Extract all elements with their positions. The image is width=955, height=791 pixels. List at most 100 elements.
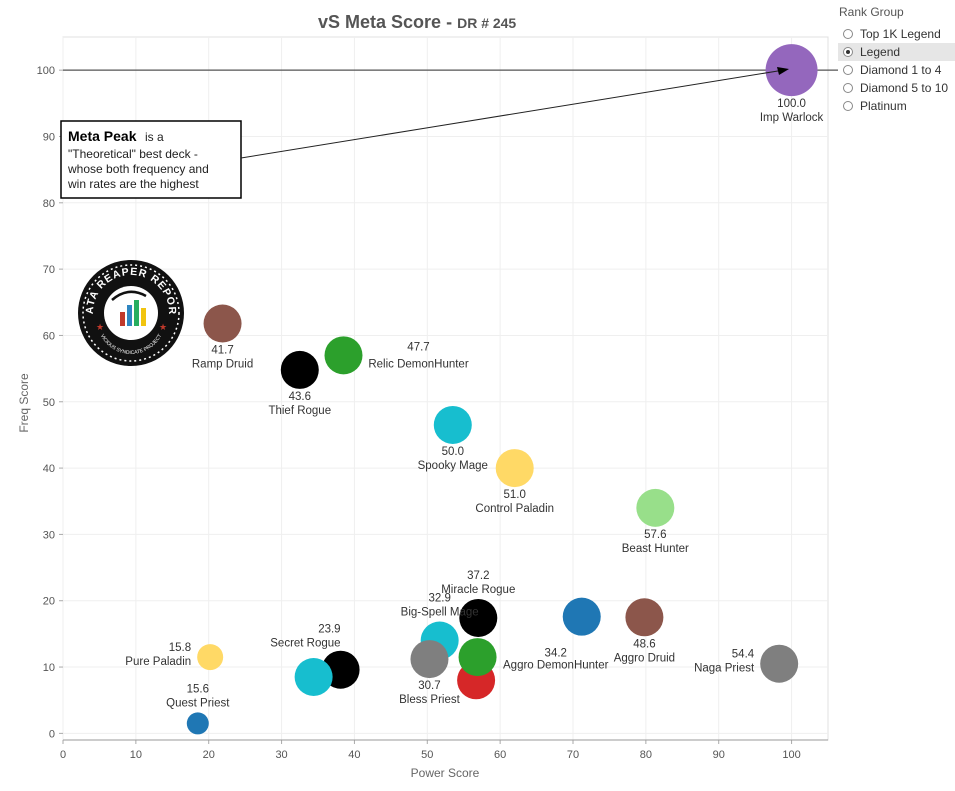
y-tick-label: 10	[43, 662, 55, 674]
point-name-label: Thief Rogue	[268, 405, 331, 417]
title-separator: -	[446, 12, 457, 32]
radio-icon	[843, 83, 853, 93]
annotation-box: Meta Peak is a "Theoretical" best deck -…	[60, 120, 242, 199]
point-name-label: Control Paladin	[475, 503, 554, 515]
y-tick-label: 100	[37, 65, 55, 77]
point-name-label: Bless Priest	[399, 694, 461, 706]
x-tick-label: 60	[494, 749, 506, 761]
legend-option-label: Diamond 5 to 10	[860, 81, 949, 95]
point-spooky-mage	[433, 405, 472, 444]
point-control-paladin	[495, 449, 534, 488]
y-tick-label: 80	[43, 198, 55, 210]
data-points	[186, 44, 818, 735]
point-thief-rogue	[280, 350, 319, 389]
point-value-label: 37.2	[467, 570, 489, 582]
point-imp-warlock	[765, 44, 818, 97]
point-bless-priest	[410, 640, 449, 679]
y-tick-label: 50	[43, 397, 55, 409]
x-axis-label: Power Score	[411, 766, 480, 780]
point-name-label: Relic DemonHunter	[368, 358, 469, 370]
point-beast-hunter	[636, 488, 675, 527]
point-name-label: Aggro Druid	[614, 652, 675, 664]
point-value-label: 47.7	[407, 341, 429, 353]
annotation-line-1: is a	[145, 130, 164, 144]
legend-option-diamond-5-to-10[interactable]: Diamond 5 to 10	[838, 79, 955, 97]
y-tick-label: 30	[43, 529, 55, 541]
radio-icon	[843, 65, 853, 75]
point-value-label: 34.2	[545, 648, 567, 660]
y-tick-label: 40	[43, 463, 55, 475]
point-value-label: 50.0	[442, 446, 464, 458]
svg-text:Meta Peak is a: Meta Peak is a	[68, 128, 164, 145]
point-name-label: Beast Hunter	[622, 543, 689, 555]
radio-selected-icon	[843, 47, 853, 57]
radio-icon	[843, 29, 853, 39]
legend-option-top-1k-legend[interactable]: Top 1K Legend	[838, 25, 955, 43]
point-name-label: Miracle Rogue	[441, 584, 515, 596]
title-text: vS Meta Score	[318, 12, 441, 32]
y-tick-label: 20	[43, 596, 55, 608]
legend-option-platinum[interactable]: Platinum	[838, 97, 955, 115]
point-relic-demonhunter	[324, 336, 363, 375]
point-name-label: Secret Rogue	[270, 638, 340, 650]
point-secret-rogue-cyan	[294, 657, 333, 696]
point-name-label: Spooky Mage	[418, 460, 488, 472]
x-tick-label: 80	[640, 749, 652, 761]
legend-option-label: Top 1K Legend	[860, 27, 941, 41]
y-tick-label: 60	[43, 330, 55, 342]
point-name-label: Ramp Druid	[192, 359, 253, 371]
legend-option-legend[interactable]: Legend	[838, 43, 955, 61]
point-name-label: Imp Warlock	[760, 112, 824, 124]
point-value-label: 57.6	[644, 529, 666, 541]
annotation-line-3: whose both frequency and	[67, 162, 209, 176]
point-value-label: 48.6	[633, 638, 655, 650]
point-value-label: 15.6	[187, 683, 209, 695]
x-tick-label: 20	[203, 749, 215, 761]
point-value-label: 32.9	[428, 593, 450, 605]
annotation-title: Meta Peak	[68, 128, 137, 144]
point-miracle-rogue	[459, 598, 498, 637]
legend-option-label: Legend	[860, 45, 901, 59]
point-ramp-druid	[203, 304, 242, 343]
point-pure-paladin	[197, 644, 224, 671]
point-aggro-demonhunter	[562, 597, 601, 636]
point-quest-priest	[186, 712, 209, 735]
point-aggro-druid	[625, 598, 664, 637]
axes: 0 10 20 30 40 50 60 70 80 90 100 0 10 20 30 40 50 60 70 80 9…	[37, 65, 828, 761]
point-name-label: Big-Spell Mage	[401, 607, 479, 619]
x-tick-label: 70	[567, 749, 579, 761]
point-value-label: 54.4	[732, 649, 755, 661]
point-naga-priest	[760, 644, 799, 683]
x-tick-label: 10	[130, 749, 142, 761]
rank-group-legend: Rank Group Top 1K Legend Legend Diamond …	[838, 5, 955, 115]
annotation-arrow	[240, 67, 789, 159]
x-tick-label: 30	[275, 749, 287, 761]
y-tick-label: 70	[43, 264, 55, 276]
svg-text:★: ★	[159, 322, 167, 332]
point-value-label: 30.7	[418, 680, 440, 692]
point-value-label: 43.6	[289, 391, 311, 403]
point-aggro-green	[458, 638, 497, 677]
y-tick-label: 90	[43, 131, 55, 143]
x-tick-label: 0	[60, 749, 66, 761]
point-name-label: Quest Priest	[166, 697, 230, 709]
point-value-label: 15.8	[169, 642, 191, 654]
point-value-label: 41.7	[211, 345, 233, 357]
y-axis-label: Freq Score	[17, 373, 31, 433]
chart-subtitle: DR # 245	[457, 15, 516, 31]
chart-title: vS Meta Score - DR # 245	[318, 12, 516, 32]
x-tick-label: 90	[713, 749, 725, 761]
annotation-line-2: "Theoretical" best deck -	[68, 147, 198, 161]
legend-option-label: Diamond 1 to 4	[860, 63, 942, 77]
legend-option-diamond-1-to-4[interactable]: Diamond 1 to 4	[838, 61, 955, 79]
point-name-label: Aggro DemonHunter	[503, 660, 609, 672]
y-tick-label: 0	[49, 728, 55, 740]
data-labels: 100.0 Imp Warlock 41.7 Ramp Druid 47.7 Relic …	[125, 98, 823, 709]
point-value-label: 51.0	[504, 489, 526, 501]
point-name-label: Naga Priest	[694, 663, 755, 675]
point-value-label: 23.9	[318, 624, 340, 636]
x-tick-label: 40	[348, 749, 360, 761]
point-value-label: 100.0	[777, 98, 806, 110]
legend-option-label: Platinum	[860, 99, 907, 113]
